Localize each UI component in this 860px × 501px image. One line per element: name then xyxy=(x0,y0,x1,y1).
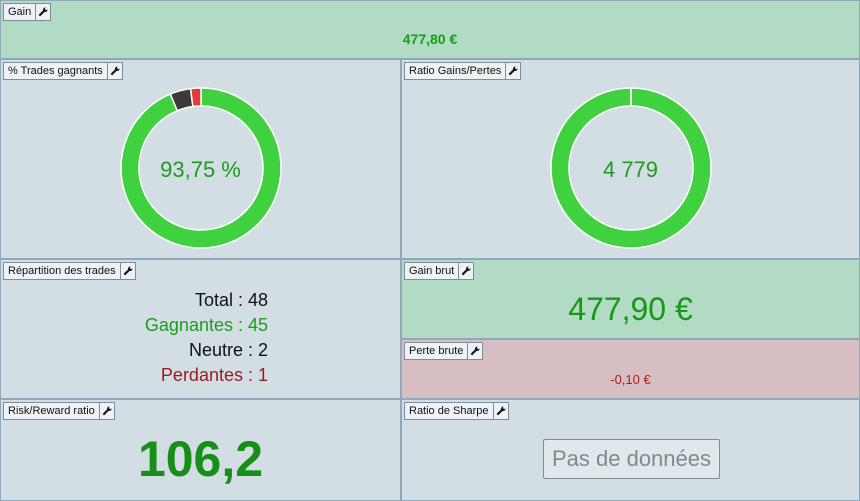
donut-slice-gains xyxy=(550,87,712,249)
ratio-donut-chart xyxy=(550,87,712,249)
gain-panel: Gain 477,80 € xyxy=(0,0,860,59)
no-data-button[interactable]: Pas de données xyxy=(543,439,720,479)
donut-slice-gagnantes xyxy=(120,87,282,249)
wrench-icon[interactable] xyxy=(98,403,114,419)
gross-loss-value: -0,10 € xyxy=(610,372,651,387)
ratio-center-value: 4 779 xyxy=(602,157,659,182)
wrench-icon[interactable] xyxy=(458,263,473,279)
wrench-icon[interactable] xyxy=(505,63,520,79)
wrench-icon[interactable] xyxy=(492,403,508,419)
sharpe-title: Ratio de Sharpe xyxy=(409,405,489,417)
donut-slice-perdantes xyxy=(189,87,202,108)
ratio-panel: Ratio Gains/Pertes 4 779 xyxy=(401,59,860,259)
losing-trades: Perdantes : 1 xyxy=(160,365,268,385)
repartition-title: Répartition des trades xyxy=(8,265,116,277)
ratio-title-tag: Ratio Gains/Pertes xyxy=(404,62,522,80)
ratio-title: Ratio Gains/Pertes xyxy=(409,65,502,77)
gain-title-tag: Gain xyxy=(3,3,52,21)
gross-loss-panel: Perte brute -0,10 € xyxy=(401,339,860,399)
risk-reward-value: 106,2 xyxy=(137,431,264,487)
win-rate-center-value: 93,75 % xyxy=(160,157,241,182)
gross-gain-panel: Gain brut 477,90 € xyxy=(401,259,860,339)
gain-title: Gain xyxy=(8,6,32,18)
winning-trades: Gagnantes : 45 xyxy=(144,315,268,335)
gross-gain-title: Gain brut xyxy=(409,265,455,277)
win-rate-donut-chart xyxy=(120,87,282,249)
wrench-icon[interactable] xyxy=(467,343,482,359)
wrench-icon[interactable] xyxy=(35,4,50,20)
gross-gain-title-tag: Gain brut xyxy=(404,262,475,280)
gain-value: 477,80 € xyxy=(402,31,458,47)
risk-reward-title-tag: Risk/Reward ratio xyxy=(3,402,115,420)
win-rate-title: % Trades gagnants xyxy=(8,65,103,77)
sharpe-panel: Ratio de Sharpe Pas de données xyxy=(401,399,860,501)
gross-gain-value: 477,90 € xyxy=(568,291,693,327)
sharpe-title-tag: Ratio de Sharpe xyxy=(404,402,509,420)
repartition-panel: Répartition des trades Total : 48 Gagnan… xyxy=(0,259,401,399)
neutral-trades: Neutre : 2 xyxy=(188,340,268,360)
risk-reward-title: Risk/Reward ratio xyxy=(8,405,95,417)
risk-reward-panel: Risk/Reward ratio 106,2 xyxy=(0,399,401,501)
gross-loss-title-tag: Perte brute xyxy=(404,342,484,360)
gross-loss-title: Perte brute xyxy=(409,345,464,357)
win-rate-title-tag: % Trades gagnants xyxy=(3,62,123,80)
total-trades: Total : 48 xyxy=(194,290,268,310)
win-rate-panel: % Trades gagnants 93,75 % xyxy=(0,59,401,259)
wrench-icon[interactable] xyxy=(119,263,135,279)
wrench-icon[interactable] xyxy=(106,63,122,79)
repartition-title-tag: Répartition des trades xyxy=(3,262,136,280)
